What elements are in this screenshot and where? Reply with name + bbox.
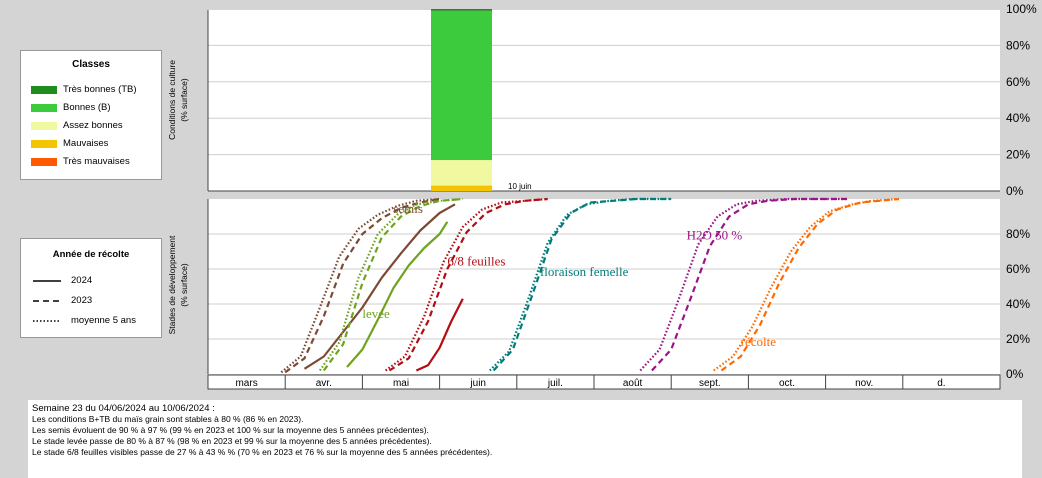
month-tick-label: nov.: [855, 378, 873, 389]
series-line: [303, 203, 456, 370]
series-line: [280, 197, 440, 374]
conditions-y-tick-label: 60%: [1006, 75, 1030, 89]
conditions-plot-area: [208, 10, 1000, 191]
series-line: [713, 197, 899, 372]
month-axis-strip: [207, 374, 1001, 390]
stages-y-tick-label: 80%: [1006, 227, 1030, 241]
summary-line: Les conditions B+TB du maïs grain sont s…: [32, 414, 304, 424]
month-tick-label: août: [623, 378, 643, 389]
summary-line: Le stade levée passe de 80 % à 87 % (98 …: [32, 436, 432, 446]
stages-y-tick-label: 40%: [1006, 297, 1030, 311]
stage-label: floraison femelle: [540, 264, 629, 279]
legend-swatch-tm: [31, 158, 57, 166]
summary-line: Les semis évoluent de 90 % à 97 % (99 % …: [32, 425, 429, 435]
series-line: [388, 197, 548, 372]
legend-label-m: Mauvaises: [63, 138, 109, 149]
chart-canvas: 0% 20% 40% 60% 80% 100% 10 juin Conditions de c…: [167, 2, 1037, 390]
summary-line: Semaine 23 du 04/06/2024 au 10/06/2024 :: [32, 403, 215, 414]
bar-date-annotation: 10 juin: [508, 182, 532, 191]
conditions-y-tick-label: 20%: [1006, 148, 1030, 162]
bar-segment: [431, 10, 492, 161]
month-tick-label: juil.: [547, 378, 563, 389]
line-style-dotted-icon: [33, 320, 61, 322]
legend-swatch-tb: [31, 86, 57, 94]
conditions-y-tick-label: 40%: [1006, 111, 1030, 125]
line-style-solid-icon: [33, 280, 61, 282]
summary-line: Le stade 6/8 feuilles visibles passe de …: [32, 447, 493, 457]
classes-legend: Classes Très bonnes (TB) Bonnes (B) Asse…: [20, 50, 162, 180]
year-legend-label-avg: moyenne 5 ans: [71, 315, 136, 326]
legend-swatch-b: [31, 104, 57, 112]
line-style-dashed-icon: [33, 300, 61, 302]
series-line: [318, 197, 463, 372]
year-legend-title: Année de récolte: [52, 249, 130, 260]
stage-label: récolte: [741, 334, 777, 349]
year-legend-label-2024: 2024: [71, 275, 93, 286]
stages-y-tick-label: 20%: [1006, 332, 1030, 346]
conditions-y-axis-label: Conditions de culture (% surface): [167, 60, 189, 140]
stages-y-tick-label: 60%: [1006, 262, 1030, 276]
conditions-y-tick-label: 100%: [1006, 2, 1037, 16]
month-tick-label: mai: [393, 378, 409, 389]
series-line: [384, 197, 548, 372]
stage-label: semis: [393, 201, 423, 216]
legend-label-tm: Très mauvaises: [63, 156, 130, 167]
stages-plot-area: [208, 199, 1000, 374]
legend-label-b: Bonnes (B): [63, 102, 111, 113]
series-line: [651, 197, 849, 372]
year-legend-item-avg: moyenne 5 ans: [33, 315, 136, 327]
series-line: [284, 197, 440, 374]
legend-swatch-ab: [31, 122, 57, 130]
conditions-y-tick-label: 80%: [1006, 38, 1030, 52]
legend-label-ab: Assez bonnes: [63, 120, 123, 131]
year-legend-label-2023: 2023: [71, 295, 93, 306]
month-tick-label: d.: [937, 378, 945, 389]
year-legend-item-2024: 2024: [33, 275, 92, 287]
bar-segment: [431, 160, 492, 186]
conditions-y-tick-label: 0%: [1006, 184, 1024, 198]
month-tick-label: juin: [469, 378, 486, 389]
month-tick-label: avr.: [316, 378, 332, 389]
stage-label: H2O 50 %: [687, 227, 743, 242]
stage-label: 6/8 feuilles: [447, 254, 505, 269]
weekly-summary: Semaine 23 du 04/06/2024 au 10/06/2024 :…: [28, 400, 1022, 478]
legend-label-tb: Très bonnes (TB): [63, 84, 137, 95]
month-tick-label: mars: [235, 378, 257, 389]
month-tick-label: sept.: [699, 378, 721, 389]
series-line: [322, 197, 463, 372]
stages-y-axis-label: Stades de développement (% surface): [167, 235, 189, 334]
legend-swatch-m: [31, 140, 57, 148]
series-line: [720, 197, 900, 372]
stages-y-tick-label: 0%: [1006, 367, 1024, 381]
bar-segment: [431, 9, 492, 11]
series-line: [415, 298, 464, 372]
year-legend-item-2023: 2023: [33, 295, 92, 307]
bar-segment: [431, 185, 492, 191]
classes-legend-title: Classes: [72, 59, 110, 70]
month-tick-label: oct.: [779, 378, 795, 389]
stage-label: levée: [362, 306, 390, 321]
series-line: [346, 221, 449, 368]
year-legend: Année de récolte 2024 2023 moyenne 5 ans: [20, 238, 162, 338]
